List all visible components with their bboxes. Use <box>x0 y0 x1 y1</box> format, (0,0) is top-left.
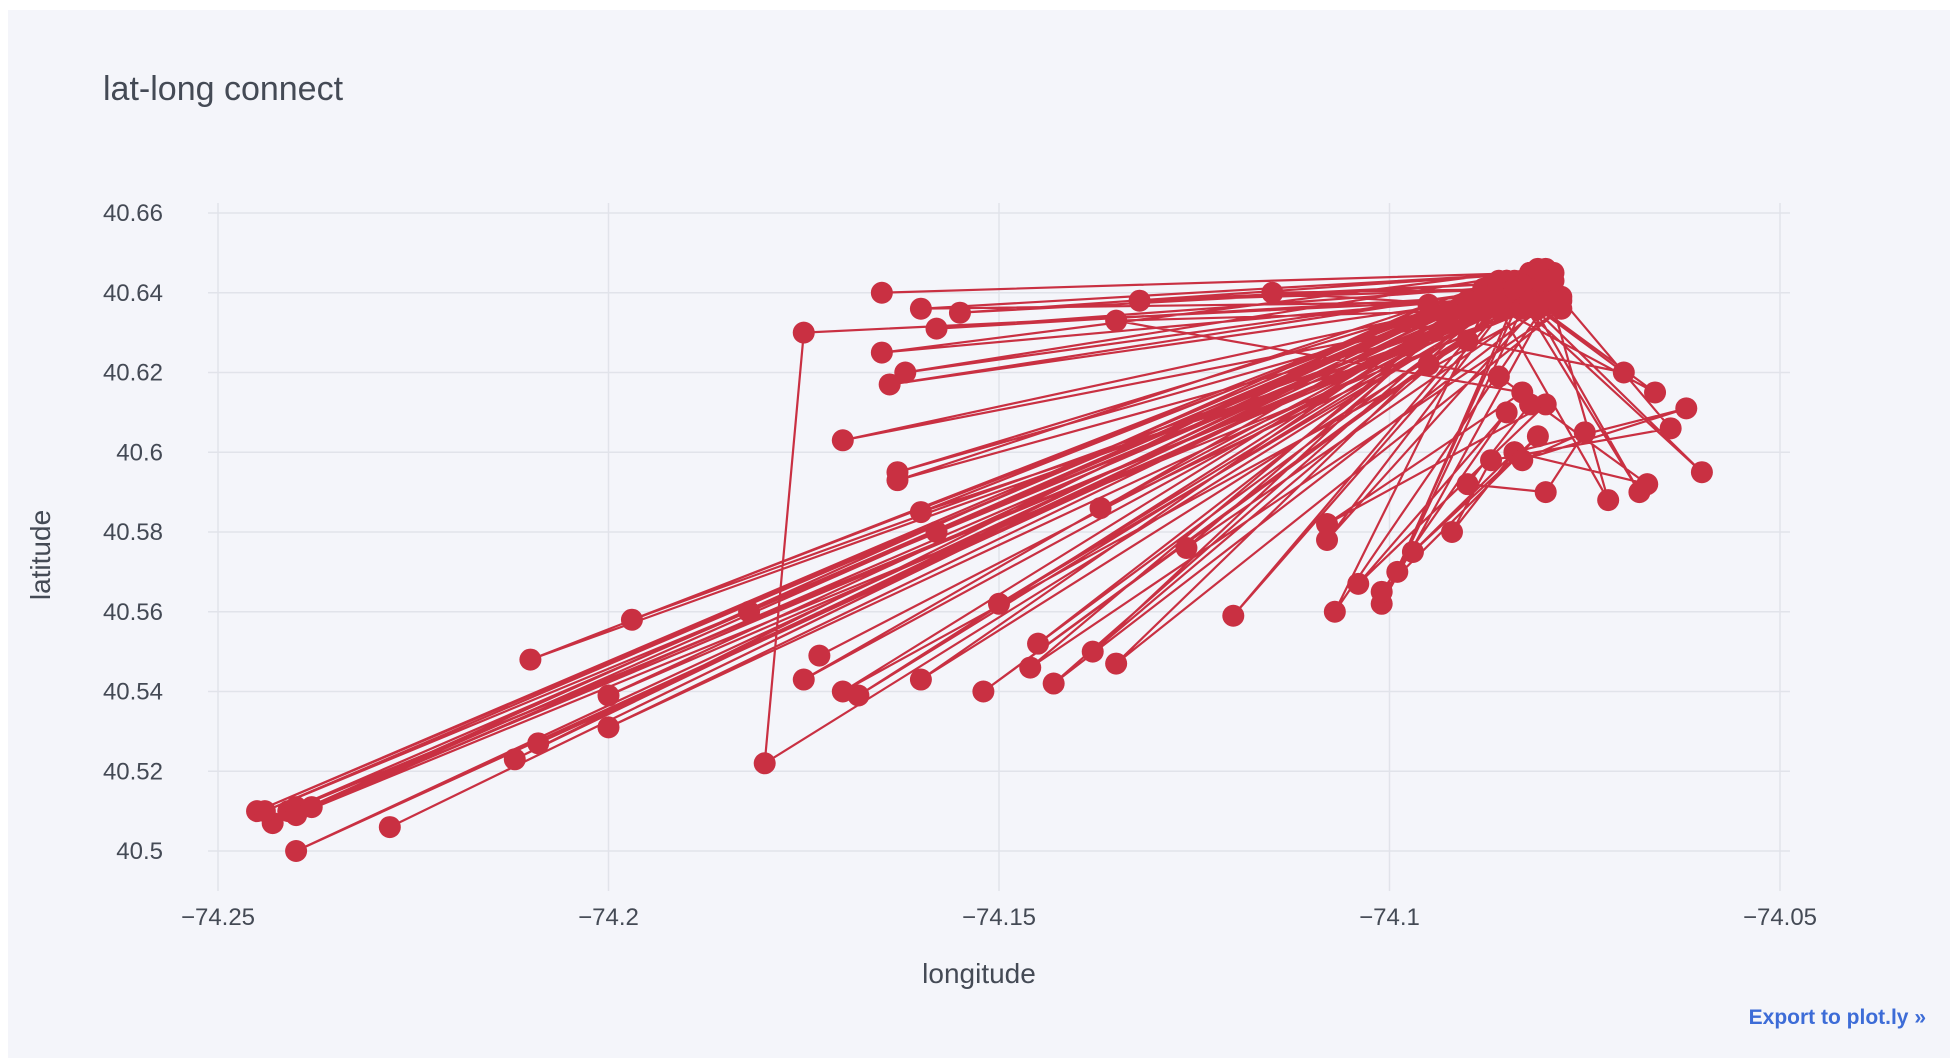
data-point[interactable] <box>1690 461 1713 484</box>
data-point[interactable] <box>870 341 893 364</box>
data-point[interactable] <box>1175 536 1198 559</box>
data-point[interactable] <box>285 840 308 862</box>
x-tick-labels: −74.25 −74.2 −74.15 −74.1 −74.05 <box>181 904 1817 931</box>
data-point[interactable] <box>1612 361 1635 384</box>
y-axis-label: latitude <box>25 510 56 600</box>
data-point[interactable] <box>909 297 932 320</box>
data-point[interactable] <box>1487 297 1510 320</box>
data-point[interactable] <box>597 716 620 739</box>
plot-area: lat-long connect −74.25 −74.2 −74.15 −74.1−… <box>8 10 1950 1058</box>
data-point[interactable] <box>1534 269 1557 292</box>
data-point[interactable] <box>1597 489 1620 512</box>
data-point[interactable] <box>1456 289 1479 312</box>
y-tick-label: 40.54 <box>103 679 163 706</box>
data-point[interactable] <box>1675 397 1698 420</box>
data-point[interactable] <box>1417 293 1440 316</box>
data-point[interactable] <box>925 317 948 340</box>
x-tick-label: −74.05 <box>1743 904 1817 931</box>
data-point[interactable] <box>1503 277 1526 300</box>
data-point[interactable] <box>1534 393 1557 416</box>
data-point[interactable] <box>972 680 995 703</box>
data-point[interactable] <box>1323 600 1346 623</box>
data-point[interactable] <box>948 301 971 324</box>
x-tick-label: −74.2 <box>578 904 639 931</box>
data-point[interactable] <box>620 608 643 631</box>
data-point[interactable] <box>1456 329 1479 352</box>
chart-title: lat-long connect <box>103 70 344 108</box>
data-point[interactable] <box>1534 481 1557 504</box>
y-tick-label: 40.56 <box>103 599 163 626</box>
data-point[interactable] <box>909 501 932 524</box>
y-tick-labels: 40.5 40.52 40.54 40.56 40.58 40.6 40.62 40.64 40… <box>103 200 163 865</box>
data-point[interactable] <box>925 521 948 543</box>
data-point[interactable] <box>503 748 526 771</box>
y-tick-label: 40.62 <box>103 360 163 387</box>
data-point[interactable] <box>738 600 761 623</box>
data-point[interactable] <box>1644 381 1667 404</box>
data-point[interactable] <box>1401 540 1424 563</box>
data-point[interactable] <box>1347 572 1370 595</box>
data-point[interactable] <box>1480 449 1503 472</box>
x-tick-label: −74.25 <box>181 904 255 931</box>
data-point[interactable] <box>519 648 542 671</box>
y-tick-label: 40.6 <box>116 439 163 466</box>
data-point[interactable] <box>1316 513 1339 536</box>
data-point[interactable] <box>1495 401 1518 424</box>
data-point[interactable] <box>1019 656 1042 679</box>
data-point[interactable] <box>1386 560 1409 583</box>
data-point[interactable] <box>1261 281 1284 304</box>
data-point[interactable] <box>1519 393 1542 416</box>
data-point[interactable] <box>1659 417 1682 440</box>
data-trace <box>246 257 1713 862</box>
data-point[interactable] <box>1089 497 1112 520</box>
data-point[interactable] <box>792 668 815 691</box>
chart-svg: lat-long connect −74.25 −74.2 −74.15 −74.1−… <box>25 70 1817 989</box>
y-tick-label: 40.58 <box>103 519 163 546</box>
x-tick-label: −74.15 <box>962 904 1036 931</box>
data-point[interactable] <box>1526 297 1549 320</box>
data-point[interactable] <box>1222 604 1245 627</box>
data-point[interactable] <box>894 361 917 384</box>
data-point[interactable] <box>886 469 909 492</box>
data-point[interactable] <box>1456 473 1479 496</box>
data-point[interactable] <box>378 816 401 839</box>
data-point[interactable] <box>753 752 776 775</box>
data-point[interactable] <box>831 429 854 452</box>
data-point[interactable] <box>1417 353 1440 376</box>
data-point[interactable] <box>847 684 870 707</box>
data-point[interactable] <box>1573 421 1596 444</box>
data-point[interactable] <box>878 373 901 396</box>
data-point[interactable] <box>527 732 550 755</box>
data-point[interactable] <box>1511 449 1534 472</box>
x-tick-label: −74.1 <box>1359 904 1420 931</box>
data-point[interactable] <box>1487 365 1510 388</box>
y-tick-label: 40.5 <box>116 838 163 865</box>
data-point[interactable] <box>870 281 893 304</box>
data-point[interactable] <box>1042 672 1065 695</box>
data-point[interactable] <box>1370 580 1393 603</box>
data-point[interactable] <box>253 800 276 823</box>
data-point[interactable] <box>1526 425 1549 448</box>
data-point[interactable] <box>1081 640 1104 663</box>
data-point[interactable] <box>1128 289 1151 312</box>
y-tick-label: 40.52 <box>103 758 163 785</box>
data-point[interactable] <box>300 796 323 819</box>
data-point[interactable] <box>1316 528 1339 551</box>
data-point[interactable] <box>1105 309 1128 332</box>
data-point[interactable] <box>1027 632 1050 655</box>
x-axis-label: longitude <box>922 958 1036 989</box>
series-line <box>255 267 1704 853</box>
y-tick-label: 40.64 <box>103 280 163 307</box>
data-point[interactable] <box>988 592 1010 615</box>
data-point[interactable] <box>1105 652 1128 675</box>
data-point[interactable] <box>792 321 815 344</box>
data-point[interactable] <box>808 644 831 667</box>
data-point[interactable] <box>597 684 620 707</box>
y-tick-label: 40.66 <box>103 200 163 227</box>
data-point[interactable] <box>1440 521 1463 543</box>
data-point[interactable] <box>1636 473 1659 496</box>
export-to-plotly-link[interactable]: Export to plot.ly » <box>1748 1006 1926 1029</box>
data-point[interactable] <box>909 668 932 691</box>
